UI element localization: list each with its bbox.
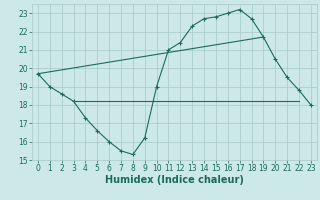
X-axis label: Humidex (Indice chaleur): Humidex (Indice chaleur) xyxy=(105,175,244,185)
